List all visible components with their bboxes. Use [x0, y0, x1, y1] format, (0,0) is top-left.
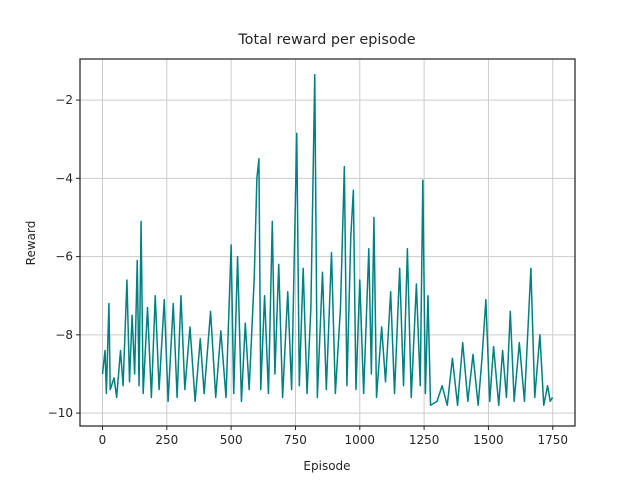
plot-frame: [79, 58, 576, 427]
y-tick-label: −10: [48, 406, 73, 420]
x-axis-label: Episode: [303, 459, 350, 473]
y-axis-label: Reward: [24, 221, 38, 266]
x-tick-label: 1750: [537, 433, 568, 447]
y-tick-label: −8: [55, 328, 73, 342]
y-tick-label: −4: [55, 171, 73, 185]
line-series: [101, 73, 554, 407]
x-tick-label: 1000: [345, 433, 376, 447]
x-tick-label: 250: [155, 433, 178, 447]
x-tick-label: 0: [99, 433, 107, 447]
x-tick-label: 1500: [473, 433, 504, 447]
y-tick-label: −2: [55, 93, 73, 107]
x-tick-label: 500: [220, 433, 243, 447]
chart-title: Total reward per episode: [237, 32, 415, 48]
x-tick-label: 1250: [409, 433, 440, 447]
y-tick-label: −6: [55, 250, 73, 264]
x-tick-label: 750: [284, 433, 307, 447]
